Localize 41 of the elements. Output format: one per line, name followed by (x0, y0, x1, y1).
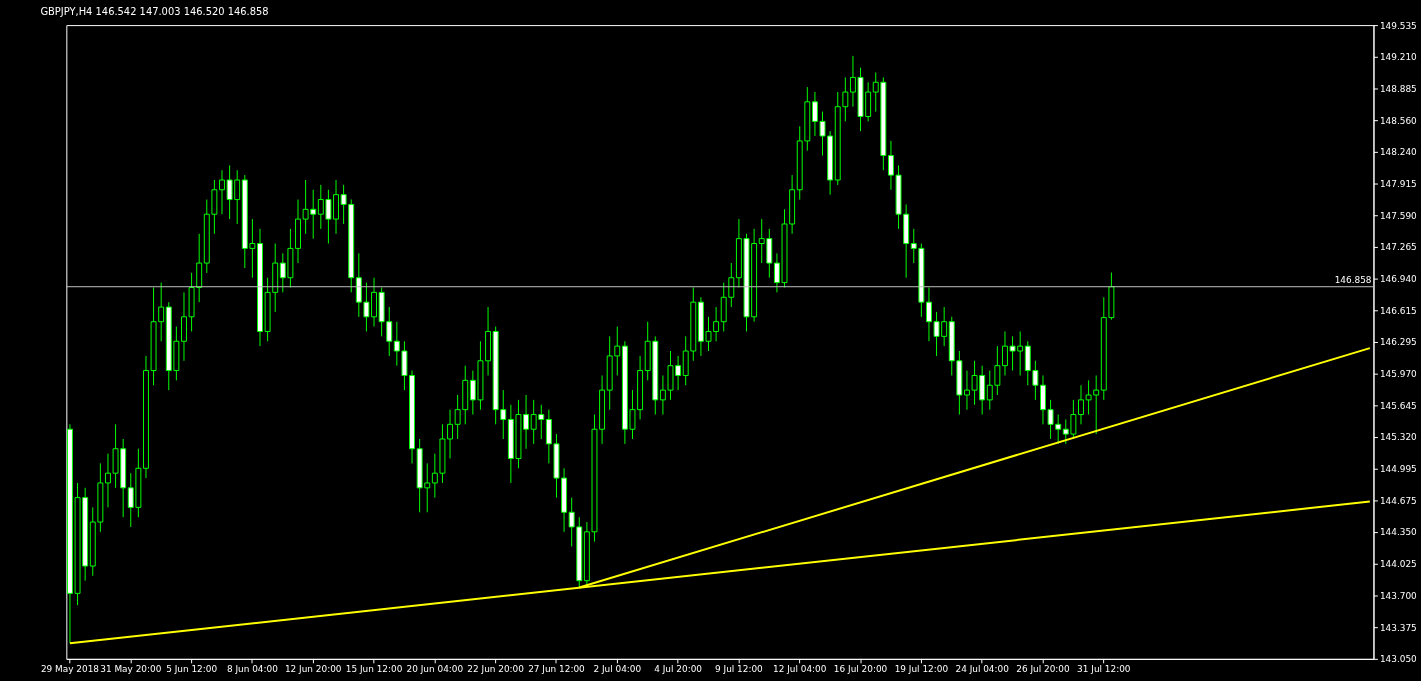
y-tick-label: 143.375 (1379, 622, 1417, 633)
x-tick-label: 26 Jul 20:00 (1016, 664, 1071, 675)
y-tick-label: 147.915 (1379, 178, 1417, 189)
x-tick-label: 20 Jun 04:00 (406, 664, 464, 675)
y-tick-label: 147.590 (1379, 210, 1418, 221)
x-tick-label: 31 May 20:00 (100, 664, 162, 675)
x-tick-label: 5 Jun 12:00 (166, 664, 218, 675)
y-tick-label: 144.675 (1379, 495, 1417, 506)
y-tick-label: 145.320 (1379, 432, 1418, 443)
x-tick-label: 19 Jul 12:00 (894, 664, 949, 675)
x-tick-label: 27 Jun 12:00 (528, 664, 586, 675)
x-tick-label: 12 Jul 04:00 (773, 664, 827, 675)
chart-title: GBPJPY,H4 146.542 147.003 146.520 146.858 (40, 6, 269, 18)
x-tick-label: 8 Jun 04:00 (226, 664, 279, 675)
y-tick-label: 143.050 (1379, 654, 1418, 665)
y-tick-label: 144.025 (1379, 559, 1417, 570)
x-tick-label: 31 Jul 12:00 (1077, 664, 1131, 675)
x-tick-label: 4 Jul 20:00 (654, 664, 703, 675)
y-tick-label: 149.535 (1379, 20, 1417, 31)
x-tick-label: 24 Jul 04:00 (955, 664, 1010, 675)
x-tick-label: 2 Jul 04:00 (593, 664, 642, 675)
x-tick-label: 15 Jun 12:00 (345, 664, 403, 675)
x-tick-label: 22 Jun 20:00 (467, 664, 525, 675)
y-tick-label: 144.350 (1379, 527, 1418, 538)
y-tick-label: 145.970 (1379, 368, 1418, 379)
y-tick-label: 148.560 (1379, 115, 1418, 126)
x-tick-label: 12 Jun 20:00 (284, 664, 342, 675)
y-tick-label: 144.995 (1379, 464, 1417, 475)
y-tick-label: 146.940 (1379, 274, 1418, 285)
y-tick-label: 146.295 (1379, 337, 1417, 348)
y-tick-label: 148.885 (1379, 84, 1417, 95)
y-tick-label: 143.700 (1379, 590, 1418, 601)
y-tick-label: 147.265 (1379, 242, 1417, 253)
ref-line-label: 146.858 (1334, 274, 1372, 285)
x-tick-label: 29 May 2018 (40, 664, 100, 675)
y-tick-label: 149.210 (1379, 52, 1418, 63)
x-tick-label: 16 Jul 20:00 (833, 664, 888, 675)
x-tick-label: 9 Jul 12:00 (715, 664, 764, 675)
y-tick-label: 145.645 (1379, 400, 1417, 411)
y-tick-label: 148.240 (1379, 147, 1418, 158)
y-tick-label: 146.615 (1379, 305, 1417, 316)
